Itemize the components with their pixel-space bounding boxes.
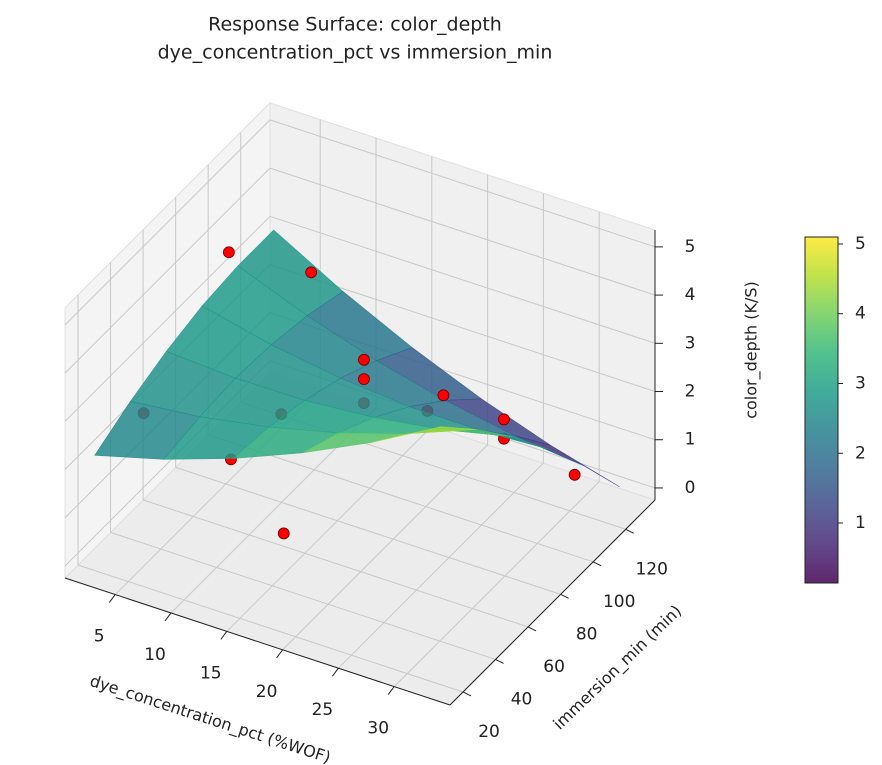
- z-grid-left: [64, 119, 271, 326]
- data-point: [568, 468, 581, 481]
- x-tick-label: 5: [94, 627, 105, 647]
- y-tick-label: 100: [603, 592, 635, 612]
- y-tick-label: 120: [635, 559, 667, 579]
- x-tick: [332, 667, 339, 677]
- data-point: [277, 527, 290, 540]
- y-tick: [495, 658, 504, 664]
- z-grid-back: [269, 119, 656, 248]
- x-grid-floor: [338, 462, 544, 669]
- chart-subtitle: dye_concentration_pct vs immersion_min: [158, 42, 553, 64]
- colorbar-tick-label: 4: [855, 304, 866, 324]
- data-point: [222, 246, 235, 259]
- y-tick-label: 80: [576, 624, 598, 644]
- z-axis-label: color_depth (K/S): [742, 281, 762, 419]
- x-tick-label: 25: [312, 700, 334, 720]
- y-tick: [527, 626, 537, 632]
- colorbar-tick-label: 5: [855, 234, 866, 254]
- y-tick: [625, 528, 634, 534]
- y-tick: [592, 561, 602, 567]
- colorbar-tick-label: 1: [855, 513, 866, 533]
- y-grid-floor: [142, 499, 529, 628]
- data-point: [305, 266, 318, 279]
- z-grid-left: [64, 167, 271, 374]
- y-grid-floor: [110, 531, 496, 660]
- data-point: [437, 389, 450, 402]
- chart-title: Response Surface: color_depth: [208, 14, 502, 36]
- z-tick-label: 0: [685, 478, 696, 498]
- y-grid-floor: [175, 466, 561, 595]
- colorbar-tick-label: 3: [855, 373, 866, 393]
- x-tick: [276, 649, 284, 659]
- x-axis: [64, 577, 451, 706]
- z-tick-label: 1: [685, 430, 696, 450]
- y-tick: [560, 593, 569, 599]
- y-axis: [449, 499, 656, 706]
- x-tick: [108, 594, 116, 603]
- y-tick: [462, 691, 472, 697]
- z-grid-left: [64, 215, 271, 422]
- x-tick-label: 30: [367, 719, 389, 739]
- x-tick-label: 20: [256, 682, 278, 702]
- z-tick-label: 3: [685, 333, 696, 353]
- x-grid-floor: [393, 481, 600, 687]
- x-tick: [164, 612, 172, 622]
- z-tick-label: 2: [685, 382, 696, 402]
- y-grid-floor: [77, 564, 464, 693]
- data-point: [498, 413, 510, 426]
- y-tick-label: 40: [511, 689, 533, 709]
- y-grid-floor: [208, 434, 594, 563]
- z-tick-label: 5: [685, 237, 696, 257]
- x-tick: [387, 686, 395, 695]
- x-axis-label: dye_concentration_pct (%WOF): [87, 671, 333, 765]
- x-grid-floor: [282, 444, 488, 651]
- x-grid-floor: [226, 426, 433, 632]
- data-point: [358, 353, 370, 366]
- z-grid-back: [269, 215, 656, 344]
- x-tick-label: 15: [200, 663, 222, 683]
- z-grid-back: [269, 167, 656, 296]
- surface-patch: [371, 426, 477, 443]
- y-axis-label: immersion_min (min): [549, 601, 686, 734]
- z-tick-label: 4: [685, 285, 696, 305]
- y-tick-label: 60: [543, 657, 565, 677]
- y-tick-label: 20: [478, 722, 500, 742]
- x-tick: [220, 631, 228, 640]
- colorbar-tick-label: 2: [855, 443, 866, 463]
- data-point: [358, 373, 370, 385]
- x-tick-label: 10: [144, 645, 166, 665]
- colorbar: [804, 236, 839, 584]
